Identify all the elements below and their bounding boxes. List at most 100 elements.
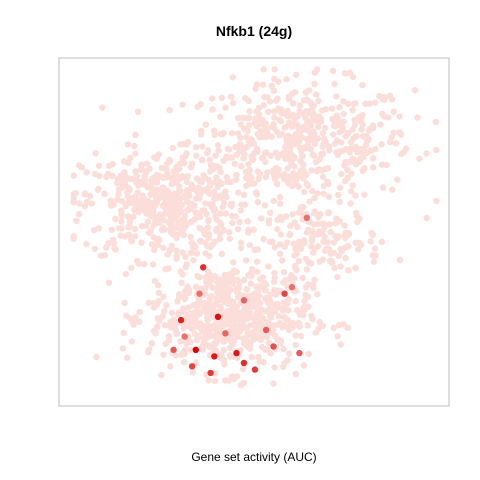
cell-point (246, 180, 253, 187)
cell-point (270, 380, 277, 387)
cell-point (138, 196, 145, 204)
cell-point (279, 324, 286, 331)
cell-point (101, 190, 108, 197)
cell-point (185, 304, 192, 311)
cell-point (239, 114, 246, 122)
cell-point (212, 152, 219, 159)
highlighted-cell-point (240, 297, 248, 304)
cell-point (151, 246, 158, 254)
cell-point (369, 155, 377, 162)
cell-point (390, 108, 397, 115)
cell-point (314, 243, 322, 250)
cell-point (179, 228, 186, 235)
cell-point (93, 353, 100, 361)
cell-point (226, 235, 233, 242)
cell-point (362, 134, 370, 141)
cell-point (277, 231, 284, 238)
cell-point (81, 190, 89, 197)
cell-point (153, 199, 160, 207)
cell-point (190, 257, 197, 264)
cell-point (341, 222, 348, 229)
cell-point (319, 173, 327, 181)
cell-point (271, 332, 279, 339)
cell-point (240, 147, 247, 154)
cell-point (76, 200, 83, 207)
cell-point (227, 333, 234, 341)
cell-point (131, 194, 138, 201)
cell-point (196, 324, 204, 331)
cell-point (313, 168, 321, 175)
cell-point (266, 98, 274, 105)
cell-point (276, 172, 283, 179)
cell-point (287, 222, 294, 230)
cell-point (302, 291, 309, 299)
cell-point (323, 245, 331, 252)
cell-point (241, 191, 248, 198)
cell-point (174, 231, 181, 238)
cell-point (287, 148, 294, 156)
cell-point (362, 100, 369, 108)
cell-point (325, 193, 333, 200)
cell-point (134, 257, 141, 265)
cell-point (294, 223, 301, 231)
cell-point (188, 218, 195, 226)
highlighted-cell-point (251, 366, 259, 373)
cell-point (304, 141, 312, 148)
cell-point (276, 132, 284, 139)
cell-point (245, 160, 252, 168)
cell-point (175, 309, 182, 316)
cell-point (279, 257, 286, 264)
cell-point (182, 316, 189, 324)
cell-point (207, 243, 214, 251)
cell-point (229, 99, 237, 107)
cell-point (138, 239, 145, 246)
cell-point (166, 106, 173, 114)
cell-point (209, 302, 216, 309)
cell-point (308, 243, 315, 250)
cell-point (70, 235, 77, 243)
cell-point (131, 142, 138, 150)
cell-point (95, 225, 103, 232)
cell-point (379, 110, 386, 118)
cell-point (137, 178, 144, 185)
cell-point (169, 207, 176, 215)
cell-point (196, 310, 203, 317)
cell-point (282, 123, 289, 131)
cell-point (423, 214, 430, 222)
cell-point (97, 252, 105, 259)
cell-point (200, 335, 208, 342)
cell-point (310, 152, 318, 159)
cell-point (181, 294, 189, 302)
cell-point (147, 227, 154, 234)
cell-point (396, 113, 403, 120)
cell-point (205, 216, 212, 224)
cell-point (308, 118, 315, 126)
cell-point (320, 190, 327, 197)
cell-point (371, 99, 379, 106)
cell-point (325, 143, 333, 150)
cell-point (281, 153, 289, 161)
chart-title: Nfkb1 (24g) (216, 23, 292, 39)
cell-point (202, 284, 209, 291)
cell-point (315, 213, 322, 221)
cell-point (181, 350, 188, 357)
cell-point (347, 138, 355, 146)
cell-point (288, 123, 296, 130)
cell-point (161, 322, 168, 329)
cell-point (282, 213, 290, 220)
cell-point (259, 343, 266, 351)
highlighted-cell-point (233, 349, 240, 357)
cell-point (266, 305, 273, 312)
cell-point (346, 149, 353, 156)
cell-point (299, 172, 306, 180)
cell-point (291, 219, 298, 226)
cell-point (286, 350, 293, 357)
cell-point (70, 197, 77, 205)
cell-point (270, 197, 277, 205)
cell-point (292, 298, 299, 305)
cell-point (298, 152, 306, 159)
cell-point (311, 276, 318, 284)
cell-point (70, 190, 77, 198)
cell-point (133, 206, 140, 213)
cell-point (179, 101, 186, 108)
